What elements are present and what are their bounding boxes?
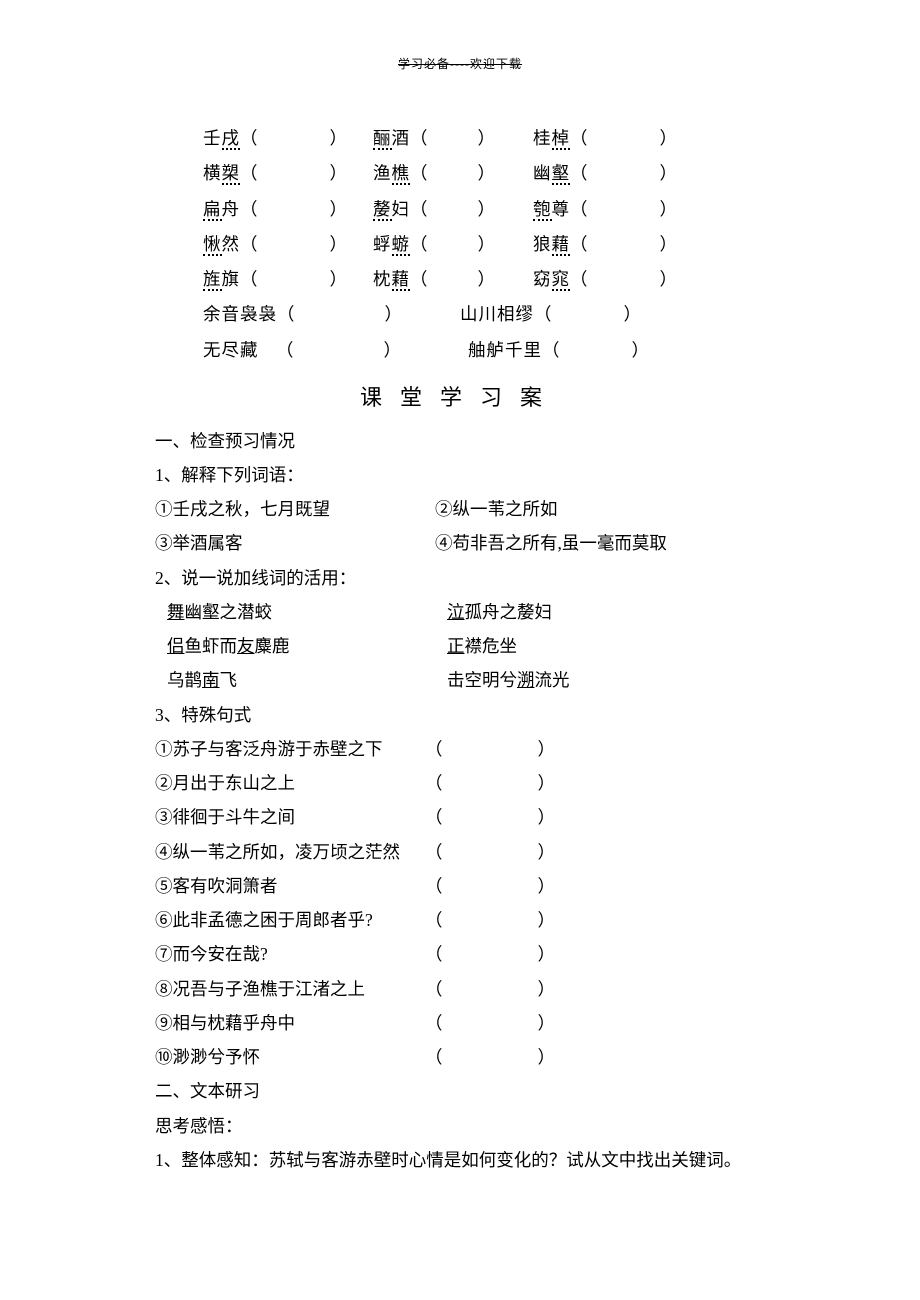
phonetic-row: 愀然（） 蜉蝣（） 狼藉（） bbox=[203, 228, 765, 261]
question-label: 2、说一说加线词的活用： bbox=[155, 562, 765, 595]
question-item: ①壬戌之秋，七月既望 ②纵一苇之所如 bbox=[155, 493, 765, 526]
phonetic-row: 壬戌（） 酾酒（） 桂棹（） bbox=[203, 122, 765, 155]
phonetic-row: 旌旗（） 枕藉（） 窈窕（） bbox=[203, 263, 765, 296]
section-heading: 二、文本研习 bbox=[155, 1075, 765, 1108]
question-label: 1、解释下列词语： bbox=[155, 459, 765, 492]
phonetic-row: 余音袅袅（） 山川相缪（） bbox=[203, 298, 765, 331]
document-content: 壬戌（） 酾酒（） 桂棹（） 横槊（） 渔樵（） 幽壑（） 扁舟（） 嫠妇（） … bbox=[0, 72, 920, 1177]
section-heading: 一、检查预习情况 bbox=[155, 425, 765, 458]
sentence-row: ③徘徊于斗牛之间（） bbox=[155, 801, 765, 834]
sentence-list: ①苏子与客泛舟游于赤壁之下（）②月出于东山之上（）③徘徊于斗牛之间（）④纵一苇之… bbox=[155, 733, 765, 1075]
question-item: ③举酒属客 ④苟非吾之所有,虽一毫而莫取 bbox=[155, 527, 765, 560]
phonetic-row: 扁舟（） 嫠妇（） 匏尊（） bbox=[203, 193, 765, 226]
sentence-row: ⑧况吾与子渔樵于江渚之上（） bbox=[155, 973, 765, 1006]
sentence-row: ⑤客有吹洞箫者（） bbox=[155, 870, 765, 903]
question-item: 舞幽壑之潜蛟 泣孤舟之嫠妇 bbox=[155, 596, 765, 629]
sentence-row: ⑨相与枕藉乎舟中（） bbox=[155, 1007, 765, 1040]
phonetic-row: 横槊（） 渔樵（） 幽壑（） bbox=[203, 157, 765, 190]
sentence-row: ⑩渺渺兮予怀（） bbox=[155, 1041, 765, 1074]
question-text: 1、整体感知：苏轼与客游赤壁时心情是如何变化的？试从文中找出关键词。 bbox=[155, 1144, 765, 1177]
phonetic-row: 无尽藏 （） 舳舻千里（） bbox=[203, 334, 765, 367]
sentence-row: ①苏子与客泛舟游于赤壁之下（） bbox=[155, 733, 765, 766]
sentence-row: ④纵一苇之所如，凌万顷之茫然（） bbox=[155, 836, 765, 869]
section-title: 课堂学习案 bbox=[155, 377, 765, 419]
sentence-row: ⑦而今安在哉?（） bbox=[155, 938, 765, 971]
question-item: 乌鹊南飞 击空明兮溯流光 bbox=[155, 664, 765, 697]
sub-heading: 思考感悟： bbox=[155, 1110, 765, 1143]
page-header: 学习必备----欢迎下载 bbox=[0, 0, 920, 72]
phonetic-exercise: 壬戌（） 酾酒（） 桂棹（） 横槊（） 渔樵（） 幽壑（） 扁舟（） 嫠妇（） … bbox=[155, 122, 765, 367]
sentence-row: ⑥此非孟德之困于周郎者乎?（） bbox=[155, 904, 765, 937]
question-item: 侣鱼虾而友麋鹿 正襟危坐 bbox=[155, 630, 765, 663]
question-label: 3、特殊句式 bbox=[155, 699, 765, 732]
sentence-row: ②月出于东山之上（） bbox=[155, 767, 765, 800]
